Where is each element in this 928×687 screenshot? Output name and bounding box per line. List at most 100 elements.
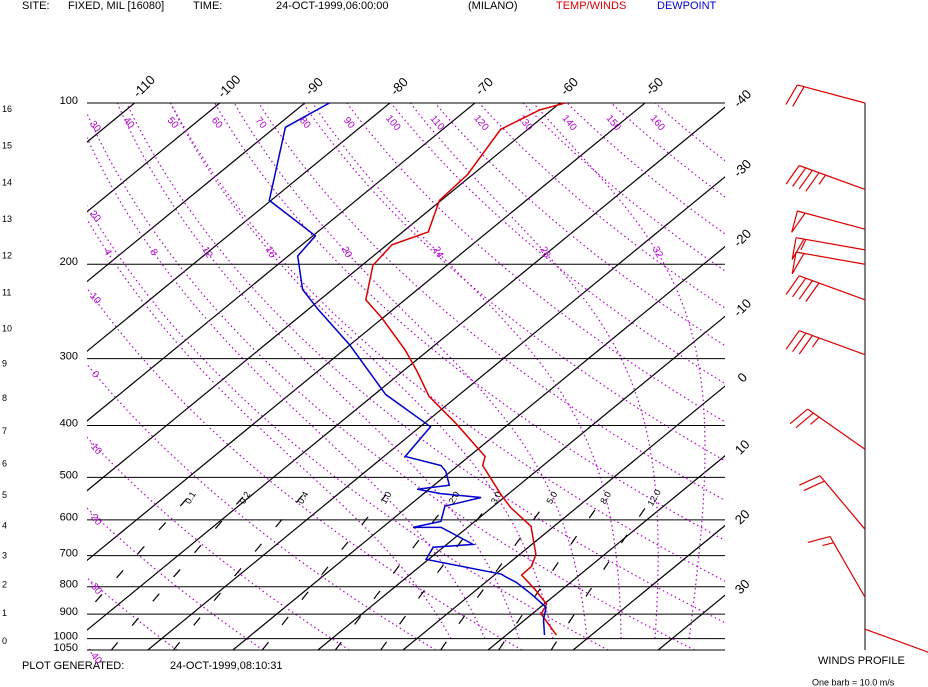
moist-adiabat xyxy=(532,103,706,639)
dry-adiabat-label: 90 xyxy=(341,115,357,131)
dry-adiabat xyxy=(87,111,695,650)
dry-adiabat-label: 50 xyxy=(165,115,181,131)
time: 24-OCT-1999,06:00:00 xyxy=(276,0,389,12)
pressure-label: 900 xyxy=(60,606,78,618)
wind-barb xyxy=(791,237,866,260)
pressure-label: 1000 xyxy=(54,631,78,643)
moist-adiabat xyxy=(312,103,622,639)
pressure-label: 200 xyxy=(60,256,78,268)
dry-adiabat xyxy=(87,507,264,650)
dry-adiabat xyxy=(566,103,725,235)
dry-adiabat xyxy=(126,103,725,624)
altitude-label: 6 xyxy=(2,458,7,468)
dry-adiabat-label: 70 xyxy=(253,115,269,131)
mixing-ratio xyxy=(261,494,387,650)
dry-adiabat xyxy=(87,576,178,650)
dry-adiabat xyxy=(478,103,725,309)
moist-adiabat-label: 12 xyxy=(199,245,214,261)
dry-adiabat xyxy=(214,103,725,542)
moist-adiabat-label: 20 xyxy=(339,245,354,261)
pressure-label: 300 xyxy=(60,350,78,362)
isotherm xyxy=(87,103,646,562)
moist-adiabat-label: 32 xyxy=(650,245,665,261)
wind-barb xyxy=(864,628,928,653)
dry-adiabat xyxy=(87,363,436,650)
moist-adiabat xyxy=(169,103,554,639)
wind-barb xyxy=(789,408,866,450)
isotherm xyxy=(147,176,725,650)
dry-adiabat xyxy=(346,103,725,423)
dry-adiabat xyxy=(87,436,350,650)
mixing-ratio-label: 3.0 xyxy=(489,490,504,506)
altitude-label: 14 xyxy=(2,177,12,187)
wind-barb xyxy=(785,84,866,107)
altitude-label: 8 xyxy=(2,393,7,403)
dry-adiabat xyxy=(87,204,609,650)
isotherm-label: -70 xyxy=(472,74,496,98)
altitude-label: 9 xyxy=(2,359,7,369)
altitude-label: 13 xyxy=(2,214,12,224)
time-label: TIME: xyxy=(193,0,222,12)
isotherm-label: 10 xyxy=(732,437,753,458)
mixing-ratio-label: 12.0 xyxy=(645,488,662,508)
dry-adiabat-label: 40 xyxy=(121,115,137,131)
isotherm xyxy=(87,103,221,213)
dry-adiabat-label: 0 xyxy=(89,369,101,381)
dry-adiabat xyxy=(170,103,725,582)
isotherm-label: -110 xyxy=(130,72,158,100)
moist-adiabat-label: 28 xyxy=(537,245,552,261)
altitude-label: 0 xyxy=(2,636,7,646)
site-label: SITE: xyxy=(22,0,50,12)
dry-adiabat-label: 120 xyxy=(471,113,490,133)
sounding-line xyxy=(364,102,566,636)
altitude-label: 7 xyxy=(2,426,7,436)
isotherm xyxy=(487,455,725,650)
isotherm xyxy=(572,524,725,650)
mixing-ratio xyxy=(87,494,191,613)
mixing-ratio-label: 0.1 xyxy=(183,490,198,506)
pressure-label: 500 xyxy=(60,469,78,481)
isotherm-label: -50 xyxy=(642,74,666,98)
site: FIXED, MIL [16080] xyxy=(68,0,164,12)
isotherm xyxy=(87,103,476,422)
dry-adiabat xyxy=(87,646,91,650)
dry-adiabat xyxy=(258,103,725,502)
pressure-label: 600 xyxy=(60,512,78,524)
wind-barb xyxy=(807,536,866,598)
dry-adiabat-label: 100 xyxy=(383,113,402,133)
wind-barb xyxy=(791,251,866,275)
dry-adiabat-label: 60 xyxy=(209,115,225,131)
isotherm-label: 20 xyxy=(732,506,753,527)
dry-adiabat-label: 80 xyxy=(297,115,313,131)
altitude-label: 10 xyxy=(2,324,12,334)
moist-adiabat-label: 24 xyxy=(430,245,445,261)
pressure-label: 700 xyxy=(60,548,78,560)
mixing-ratio xyxy=(110,494,245,650)
moist-adiabat xyxy=(233,103,588,639)
isotherm xyxy=(87,103,306,283)
isotherm-label: -60 xyxy=(557,74,581,98)
isotherm xyxy=(87,106,725,631)
altitude-label: 3 xyxy=(2,550,7,560)
wind-barb xyxy=(785,164,866,192)
isotherm-label: -80 xyxy=(387,74,411,98)
mixing-ratio-label: 5.0 xyxy=(544,490,559,506)
isotherm xyxy=(232,245,725,650)
dry-adiabat-label: 30 xyxy=(87,119,103,135)
isotherm xyxy=(87,103,561,492)
mixing-ratio xyxy=(334,494,455,650)
isotherm xyxy=(87,103,136,143)
pressure-label: 100 xyxy=(60,95,78,107)
sounding-line xyxy=(268,102,547,636)
altitude-label: 12 xyxy=(2,251,12,261)
mixing-ratio-label: 0.4 xyxy=(296,490,311,506)
altitude-label: 15 xyxy=(2,141,12,151)
mixing-ratio xyxy=(172,494,303,650)
dry-adiabat xyxy=(654,103,725,162)
isotherm xyxy=(402,385,725,650)
mixing-ratio xyxy=(550,494,655,650)
isotherm-label: 0 xyxy=(734,369,750,385)
isotherm-label: -90 xyxy=(302,74,326,98)
isotherm-label: -30 xyxy=(730,156,754,180)
altitude-label: 5 xyxy=(2,490,7,500)
